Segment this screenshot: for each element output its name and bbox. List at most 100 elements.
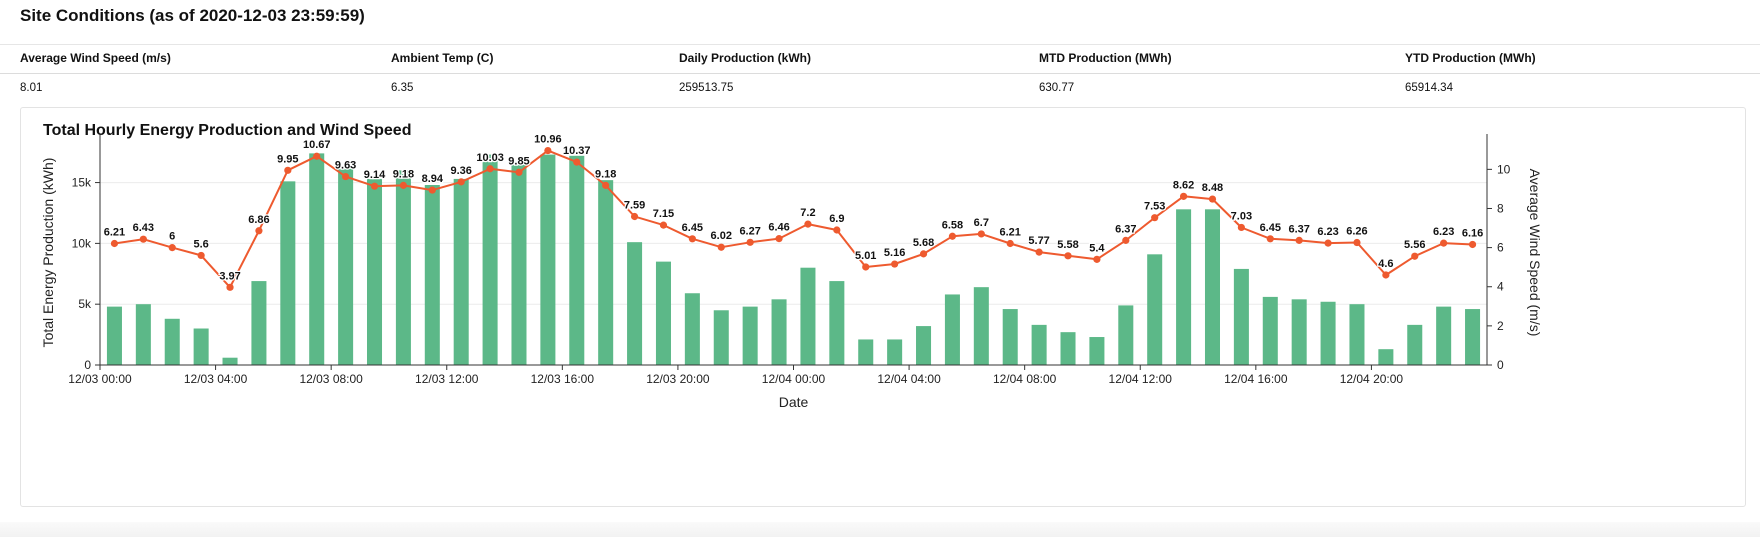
energy-bar [193, 328, 209, 365]
stat-value-ambient-temp: 6.35 [391, 82, 414, 94]
stat-value-ytd-production: 65914.34 [1405, 82, 1453, 94]
energy-bar [395, 170, 411, 365]
wind-speed-data-label: 6.45 [1260, 222, 1281, 234]
y-right-tick-label: 6 [1497, 241, 1504, 255]
energy-bar [1233, 268, 1249, 365]
y-right-tick-label: 4 [1497, 280, 1504, 294]
wind-speed-point [1468, 240, 1477, 249]
wind-speed-point [486, 165, 494, 173]
wind-speed-data-label: 8.94 [422, 173, 444, 185]
energy-bar [309, 153, 325, 365]
wind-speed-point [630, 212, 639, 221]
wind-speed-point [1295, 236, 1303, 244]
wind-speed-point [1006, 239, 1014, 248]
y-left-tick-label: 5k [78, 297, 92, 311]
stat-value-mtd-production: 630.77 [1039, 82, 1075, 94]
wind-speed-point [255, 227, 263, 235]
y-left-tick-label: 0 [84, 358, 91, 372]
wind-speed-data-label: 7.15 [653, 208, 674, 220]
energy-bar [1204, 209, 1221, 365]
y-right-tick-label: 8 [1497, 201, 1504, 215]
energy-bar [1436, 306, 1452, 365]
y-right-tick-label: 0 [1497, 358, 1504, 372]
wind-speed-point [226, 283, 234, 291]
energy-wind-chart: 0 5k 10k 15k 0 2 4 6 8 10 12/03 00:00 12/03 04:00 12… [40, 132, 1543, 410]
wind-speed-data-label: 5.56 [1404, 239, 1425, 251]
wind-speed-point [197, 251, 205, 260]
energy-bar [973, 287, 989, 365]
energy-bar [164, 318, 180, 365]
wind-speed-point [862, 263, 870, 271]
energy-bar [1262, 296, 1278, 365]
wind-speed-data-label: 7.03 [1231, 210, 1252, 222]
x-tick-label: 12/03 16:00 [531, 372, 595, 386]
wind-speed-data-label: 9.14 [364, 169, 386, 181]
energy-bar [135, 304, 151, 365]
y-axis-label-right: Average Wind Speed (m/s) [1527, 169, 1543, 337]
wind-speed-data-label: 6.58 [942, 219, 963, 231]
wind-speed-point [1411, 252, 1419, 260]
stat-header-mtd-production: MTD Production (MWh) [1039, 51, 1172, 65]
wind-speed-data-label: 4.6 [1378, 258, 1393, 270]
energy-bar [1060, 332, 1076, 365]
wind-speed-data-label: 5.6 [193, 238, 208, 250]
energy-bar [1176, 209, 1192, 365]
wind-speed-data-label: 6.21 [1000, 227, 1021, 239]
wind-speed-data-label: 5.77 [1028, 235, 1049, 247]
y-left-tick-label: 15k [72, 176, 92, 190]
wind-speed-data-label: 6.16 [1462, 227, 1483, 239]
wind-speed-point [544, 146, 552, 155]
energy-bar [771, 299, 787, 365]
wind-speed-point [515, 168, 523, 176]
energy-bar [1378, 349, 1394, 365]
stat-header-ytd-production: YTD Production (MWh) [1405, 51, 1536, 65]
energy-bar [511, 163, 527, 365]
stat-header-wind-speed: Average Wind Speed (m/s) [20, 51, 171, 65]
wind-speed-point [891, 260, 899, 268]
wind-speed-data-label: 9.36 [450, 165, 471, 177]
wind-speed-data-label: 6.37 [1115, 223, 1136, 235]
wind-speed-data-label: 6.37 [1288, 223, 1309, 235]
energy-bar [1089, 337, 1105, 365]
wind-speed-data-label: 6.7 [974, 217, 989, 229]
energy-bar [366, 178, 383, 365]
wind-speed-point [659, 221, 668, 229]
wind-speed-point [1353, 238, 1361, 247]
wind-speed-point [342, 172, 350, 181]
wind-speed-point [977, 230, 985, 238]
x-tick-label: 12/04 20:00 [1340, 372, 1404, 386]
energy-bar [858, 339, 874, 365]
wind-speed-point [1382, 271, 1390, 279]
y-right-tick-label: 10 [1497, 162, 1511, 176]
energy-bar [1407, 324, 1423, 365]
energy-bar [1002, 309, 1018, 365]
energy-bar [453, 178, 469, 365]
chart-panel: Total Hourly Energy Production and Wind … [20, 107, 1746, 507]
wind-speed-point [428, 186, 436, 194]
wind-speed-point [1093, 255, 1101, 263]
energy-bar [1349, 304, 1365, 365]
wind-speed-point [457, 178, 465, 186]
energy-bar [627, 242, 643, 365]
stats-values-row: 8.01 6.35 259513.75 630.77 65914.34 [0, 74, 1760, 103]
chart-title: Total Hourly Energy Production and Wind … [43, 122, 412, 139]
energy-bar [106, 306, 122, 365]
stats-header-row: Average Wind Speed (m/s) Ambient Temp (C… [0, 44, 1760, 74]
wind-speed-data-label: 10.96 [534, 134, 562, 146]
wind-speed-data-label: 10.67 [303, 139, 331, 151]
wind-speed-data-label: 6.45 [682, 222, 703, 234]
wind-speed-point [370, 182, 379, 190]
wind-speed-data-label: 6.9 [829, 213, 844, 225]
x-tick-label: 12/03 04:00 [184, 372, 248, 386]
wind-speed-point [919, 250, 928, 258]
energy-bar [540, 154, 556, 365]
energy-bar [1118, 305, 1134, 365]
wind-speed-point [168, 244, 176, 252]
wind-speed-data-label: 10.03 [476, 152, 504, 164]
wind-speed-point [804, 220, 812, 228]
wind-speed-data-label: 10.37 [563, 145, 591, 157]
wind-speed-data-label: 9.18 [595, 168, 616, 180]
energy-bar [944, 294, 960, 365]
wind-speed-data-label: 8.62 [1173, 179, 1194, 191]
energy-bar [482, 154, 498, 365]
